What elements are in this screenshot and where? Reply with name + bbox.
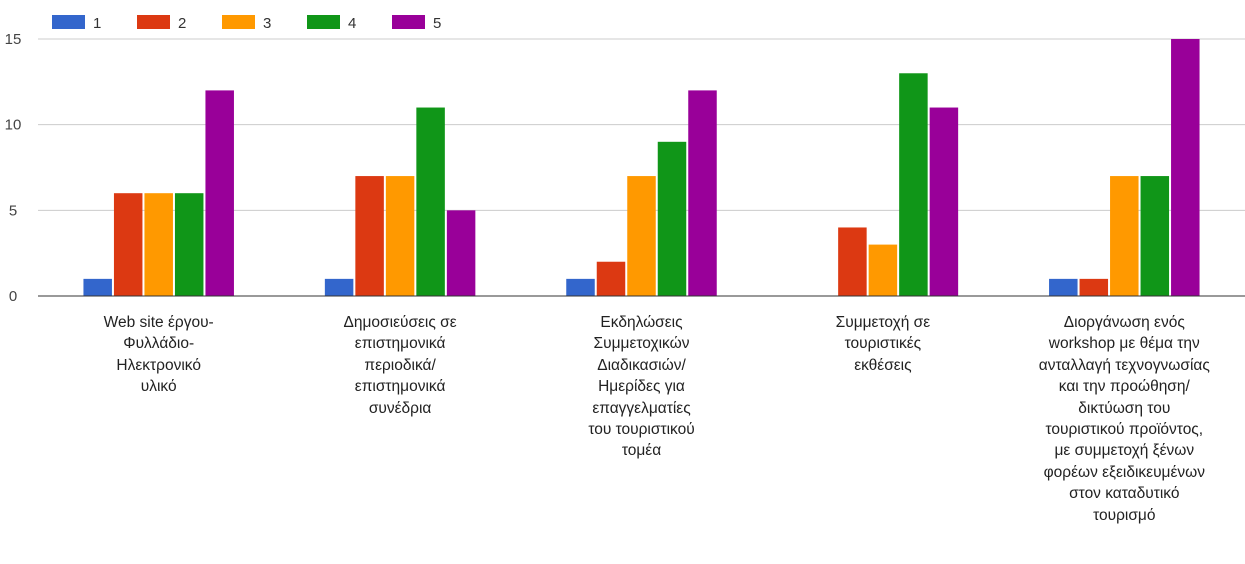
legend-swatch [392, 15, 425, 29]
bar-series-2 [355, 176, 384, 296]
bar-series-2 [596, 261, 626, 296]
bar-series-1 [566, 278, 595, 296]
x-category-label: Εκδηλώσεις Συμμετοχικών Διαδικασιών/ Ημε… [588, 314, 695, 460]
bars [83, 39, 1200, 297]
y-tick-label: 5 [9, 202, 17, 219]
x-category-label: Web site έργου- Φυλλάδιο- Ηλεκτρονικό υλ… [103, 314, 214, 396]
bar-series-2 [113, 193, 143, 296]
x-category-label: Συμμετοχή σε τουριστικές εκθέσεις [835, 314, 931, 374]
x-category-label: Δημοσιεύσεις σε επιστημονικά περιοδικά/ … [343, 314, 457, 417]
legend: 1 2 3 4 5 [52, 15, 441, 32]
legend-swatch [307, 15, 340, 29]
bar-series-4 [416, 107, 445, 297]
x-category-label: Διοργάνωση ενός workshop με θέμα την αντ… [1038, 314, 1210, 524]
bar-series-3 [1110, 176, 1139, 296]
bar-series-1 [324, 278, 354, 296]
legend-swatch [137, 15, 170, 29]
bar-series-2 [1079, 278, 1109, 296]
y-tick-label: 15 [5, 31, 22, 48]
bar-series-5 [446, 210, 476, 296]
bar-series-2 [838, 227, 867, 296]
bar-series-4 [174, 193, 204, 296]
legend-swatch [222, 15, 255, 29]
y-axis-ticks: 0 5 10 15 [5, 31, 22, 305]
bar-series-5 [929, 107, 959, 297]
bar-series-4 [1140, 176, 1170, 296]
bar-series-3 [144, 193, 173, 296]
bar-series-4 [657, 141, 687, 296]
bar-series-1 [83, 278, 112, 296]
legend-label: 2 [178, 15, 186, 32]
bar-series-1 [1049, 278, 1078, 296]
legend-label: 4 [348, 15, 356, 32]
bar-series-5 [688, 90, 717, 297]
bar-series-3 [627, 176, 656, 296]
bar-series-5 [205, 90, 234, 297]
legend-swatch [52, 15, 85, 29]
bar-series-4 [899, 73, 928, 297]
legend-label: 3 [263, 15, 271, 32]
bar-series-3 [868, 244, 898, 296]
y-tick-label: 10 [5, 117, 22, 134]
legend-label: 1 [93, 15, 101, 32]
bar-series-3 [385, 176, 415, 296]
bar-series-5 [1171, 39, 1200, 296]
legend-label: 5 [433, 15, 441, 32]
y-tick-label: 0 [9, 288, 17, 305]
